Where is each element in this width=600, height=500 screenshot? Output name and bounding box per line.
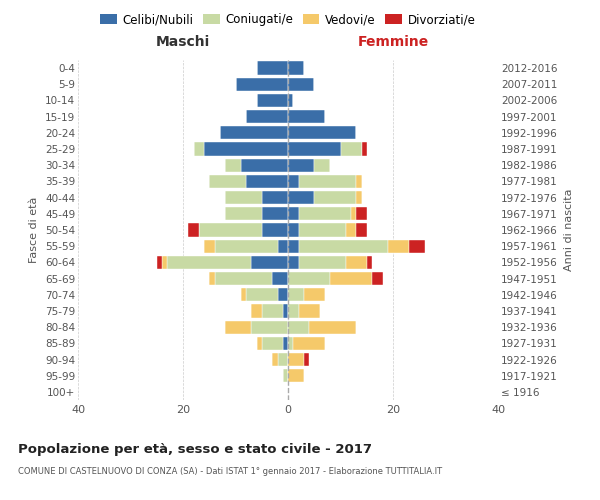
Bar: [304, 353, 309, 366]
Bar: [309, 320, 356, 334]
Bar: [262, 207, 288, 220]
Text: Maschi: Maschi: [156, 36, 210, 50]
Bar: [199, 224, 262, 236]
Bar: [288, 62, 304, 74]
Bar: [246, 175, 288, 188]
Bar: [283, 304, 288, 318]
Bar: [288, 320, 309, 334]
Bar: [204, 142, 288, 156]
Bar: [299, 224, 346, 236]
Bar: [351, 207, 356, 220]
Bar: [388, 240, 409, 253]
Bar: [367, 256, 372, 269]
Bar: [272, 353, 277, 366]
Text: COMUNE DI CASTELNUOVO DI CONZA (SA) - Dati ISTAT 1° gennaio 2017 - Elaborazione : COMUNE DI CASTELNUOVO DI CONZA (SA) - Da…: [18, 468, 442, 476]
Bar: [288, 353, 304, 366]
Bar: [257, 94, 288, 107]
Bar: [299, 256, 346, 269]
Bar: [209, 272, 215, 285]
Bar: [288, 175, 299, 188]
Text: Popolazione per età, sesso e stato civile - 2017: Popolazione per età, sesso e stato civil…: [18, 442, 372, 456]
Bar: [246, 288, 277, 302]
Bar: [209, 175, 246, 188]
Bar: [288, 191, 314, 204]
Bar: [288, 94, 293, 107]
Bar: [162, 256, 167, 269]
Bar: [257, 336, 262, 350]
Text: Femmine: Femmine: [358, 36, 428, 50]
Bar: [251, 256, 288, 269]
Legend: Celibi/Nubili, Coniugati/e, Vedovi/e, Divorziati/e: Celibi/Nubili, Coniugati/e, Vedovi/e, Di…: [95, 8, 481, 31]
Bar: [283, 369, 288, 382]
Bar: [288, 304, 299, 318]
Y-axis label: Anni di nascita: Anni di nascita: [565, 188, 574, 271]
Bar: [262, 336, 283, 350]
Bar: [288, 110, 325, 124]
Bar: [262, 191, 288, 204]
Bar: [299, 240, 388, 253]
Bar: [330, 272, 372, 285]
Bar: [277, 288, 288, 302]
Bar: [225, 191, 262, 204]
Bar: [356, 207, 367, 220]
Bar: [288, 126, 356, 140]
Bar: [235, 78, 288, 91]
Bar: [288, 78, 314, 91]
Bar: [356, 175, 361, 188]
Bar: [225, 320, 251, 334]
Bar: [215, 240, 277, 253]
Bar: [225, 158, 241, 172]
Bar: [288, 369, 304, 382]
Bar: [241, 158, 288, 172]
Bar: [193, 142, 204, 156]
Bar: [314, 191, 356, 204]
Bar: [346, 256, 367, 269]
Bar: [304, 288, 325, 302]
Bar: [288, 336, 293, 350]
Bar: [246, 110, 288, 124]
Bar: [288, 224, 299, 236]
Bar: [372, 272, 383, 285]
Bar: [341, 142, 361, 156]
Bar: [277, 353, 288, 366]
Bar: [251, 320, 288, 334]
Bar: [288, 288, 304, 302]
Bar: [277, 240, 288, 253]
Bar: [251, 304, 262, 318]
Bar: [293, 336, 325, 350]
Bar: [346, 224, 356, 236]
Bar: [361, 142, 367, 156]
Bar: [257, 62, 288, 74]
Bar: [167, 256, 251, 269]
Bar: [188, 224, 199, 236]
Bar: [288, 240, 299, 253]
Bar: [204, 240, 215, 253]
Bar: [314, 158, 330, 172]
Bar: [262, 224, 288, 236]
Bar: [241, 288, 246, 302]
Bar: [283, 336, 288, 350]
Bar: [299, 207, 351, 220]
Bar: [288, 158, 314, 172]
Bar: [356, 224, 367, 236]
Bar: [225, 207, 262, 220]
Bar: [288, 256, 299, 269]
Bar: [288, 142, 341, 156]
Bar: [409, 240, 425, 253]
Bar: [157, 256, 162, 269]
Bar: [288, 207, 299, 220]
Bar: [288, 272, 330, 285]
Bar: [262, 304, 283, 318]
Bar: [356, 191, 361, 204]
Bar: [272, 272, 288, 285]
Bar: [215, 272, 272, 285]
Bar: [299, 175, 356, 188]
Y-axis label: Fasce di età: Fasce di età: [29, 197, 40, 263]
Bar: [299, 304, 320, 318]
Bar: [220, 126, 288, 140]
